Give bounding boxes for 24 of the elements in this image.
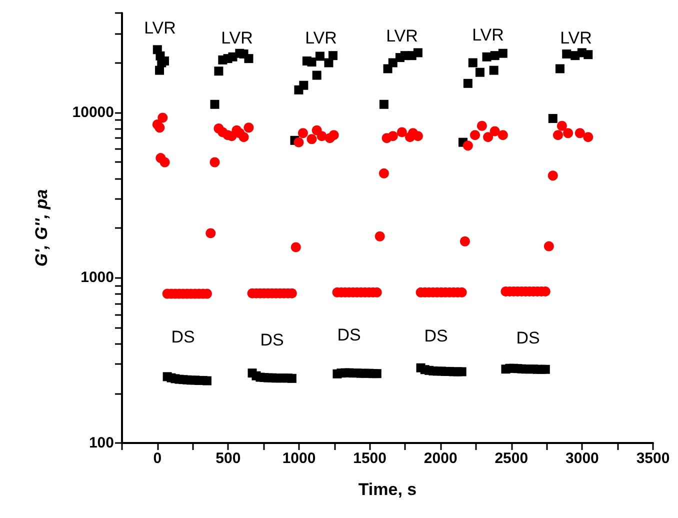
x-axis-title: Time, s xyxy=(358,480,417,499)
annotation: DS xyxy=(260,330,284,350)
annotation: DS xyxy=(171,328,195,346)
annotation: LVR xyxy=(221,28,253,48)
x-tick-label: 3500 xyxy=(636,450,670,467)
y-axis-title: G', G'', pa xyxy=(32,189,51,267)
x-tick-label: 1500 xyxy=(353,450,386,467)
annotation: DS xyxy=(516,328,540,348)
annotation: LVR xyxy=(305,28,337,48)
annotation: LVR xyxy=(144,18,176,38)
x-tick-label: 1000 xyxy=(282,450,316,467)
x-tick-label: 500 xyxy=(216,450,241,467)
x-tick-label: 2000 xyxy=(424,450,458,467)
annotation: DS xyxy=(424,326,448,346)
x-tick-label: 0 xyxy=(153,450,162,467)
x-tick-label: 2500 xyxy=(494,450,528,467)
x-tick-label: 3000 xyxy=(566,450,599,467)
annotation: DS xyxy=(337,326,361,344)
annotation: LVR xyxy=(472,26,504,44)
y-tick-label: 10000 xyxy=(72,104,114,121)
annotation: LVR xyxy=(560,28,592,48)
y-tick-label: 100 xyxy=(88,434,114,452)
y-tick-label: 1000 xyxy=(80,269,114,286)
annotation: LVR xyxy=(386,26,418,46)
